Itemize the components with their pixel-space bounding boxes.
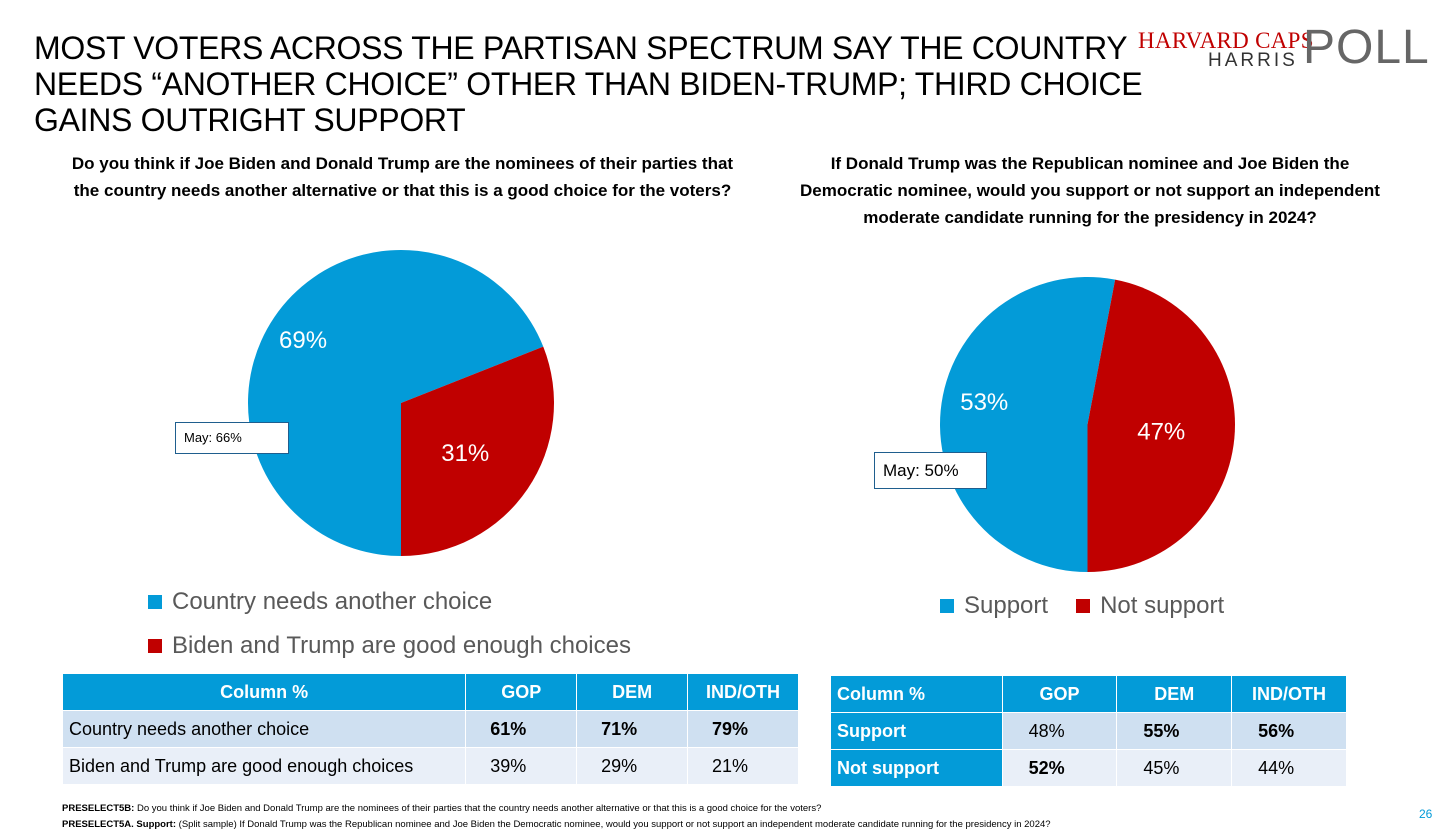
footnote-label: PRESELECT5B: (62, 803, 135, 814)
table-cell: 44% (1231, 749, 1347, 787)
left-chart-question: Do you think if Joe Biden and Donald Tru… (71, 154, 734, 200)
right-crosstab-table: Column % GOP DEM IND/OTH Support 48% 55%… (830, 675, 1347, 787)
table-header: GOP (1001, 675, 1118, 713)
table-cell: 52% (1001, 749, 1118, 787)
legend-swatch-blue (148, 595, 162, 609)
left-pie-chart: 69% 31% (248, 250, 554, 556)
right-chart-legend: Support Not support (940, 592, 1224, 620)
table-row: Country needs another choice 61% 71% 79% (61, 710, 799, 748)
legend-label: Biden and Trump are good enough choices (172, 632, 631, 659)
pie-data-label: 31% (441, 440, 489, 467)
legend-item-another-choice: Country needs another choice (148, 580, 631, 624)
table-header: IND/OTH (687, 673, 799, 711)
table-cell: Biden and Trump are good enough choices (61, 747, 467, 785)
legend-swatch-blue (940, 599, 954, 613)
table-cell: Country needs another choice (61, 710, 467, 748)
right-pie-chart: 53% 47% (940, 276, 1235, 572)
slide-title: MOST VOTERS ACROSS THE PARTISAN SPECTRUM… (34, 30, 1143, 138)
left-chart-legend: Country needs another choice Biden and T… (148, 580, 631, 668)
table-cell: 29% (576, 747, 689, 785)
table-cell: 21% (687, 747, 799, 785)
legend-label: Support (964, 592, 1049, 619)
pie-slice-not-support (1087, 279, 1235, 572)
legend-item-not-support: Not support (1076, 592, 1224, 620)
table-header: DEM (576, 673, 689, 711)
table-header: Column % (830, 675, 1003, 713)
table-cell: Not support (830, 749, 1003, 787)
legend-swatch-red (1076, 599, 1091, 613)
logo-line1: HARVARD CAPS (1138, 28, 1314, 53)
table-header-row: Column % GOP DEM IND/OTH (830, 675, 1347, 713)
table-header: IND/OTH (1231, 675, 1347, 713)
pie-data-label: 69% (279, 327, 327, 354)
table-cell: 39% (465, 747, 578, 785)
footnote-preselect5a: PRESELECT5A. Support: (Split sample) If … (62, 819, 1051, 830)
footnote-label: PRESELECT5A. Support: (62, 819, 177, 830)
footnote-preselect5b: PRESELECT5B: Do you think if Joe Biden a… (62, 803, 821, 814)
table-row: Biden and Trump are good enough choices … (61, 747, 799, 785)
table-cell: 71% (576, 710, 689, 748)
table-header: GOP (465, 673, 578, 711)
table-cell: 61% (465, 710, 578, 748)
table-header-row: Column % GOP DEM IND/OTH (61, 673, 799, 711)
pie-data-label: 53% (960, 389, 1008, 416)
footnote-text: Do you think if Joe Biden and Donald Tru… (134, 803, 822, 814)
table-cell: 45% (1116, 749, 1233, 787)
legend-item-support: Support (940, 592, 1048, 620)
table-cell: 56% (1231, 712, 1347, 750)
legend-swatch-red (148, 639, 162, 653)
pie-slice-country-needs-another-choice (248, 250, 544, 556)
table-cell: 48% (1001, 712, 1118, 750)
table-cell: Support (830, 712, 1003, 750)
legend-label: Not support (1100, 592, 1225, 619)
pie-data-label: 47% (1137, 418, 1185, 445)
left-may-annotation: May: 66% (175, 422, 289, 454)
table-cell: 79% (687, 710, 799, 748)
table-row: Not support 52% 45% 44% (830, 749, 1347, 787)
table-row: Support 48% 55% 56% (830, 712, 1347, 750)
harvard-caps-harris-poll-logo: HARVARD CAPS HARRIS POLL (1136, 24, 1436, 74)
logo-line2: HARRIS (1208, 50, 1298, 71)
legend-label: Country needs another choice (172, 588, 493, 615)
table-cell: 55% (1116, 712, 1233, 750)
right-may-annotation: May: 50% (874, 452, 987, 489)
table-header: DEM (1116, 675, 1233, 713)
legend-item-good-enough: Biden and Trump are good enough choices (148, 624, 631, 668)
pie-slice-biden-and-trump-are-good-enough-choices (401, 346, 554, 556)
left-crosstab-table: Column % GOP DEM IND/OTH Country needs a… (61, 673, 799, 785)
footnote-text: (Split sample) If Donald Trump was the R… (176, 819, 1051, 830)
page-number: 26 (1419, 807, 1433, 821)
right-chart-question: If Donald Trump was the Republican nomin… (800, 154, 1380, 227)
table-header: Column % (61, 673, 467, 711)
logo-poll: POLL (1303, 21, 1430, 74)
pie-slice-support (940, 276, 1116, 572)
